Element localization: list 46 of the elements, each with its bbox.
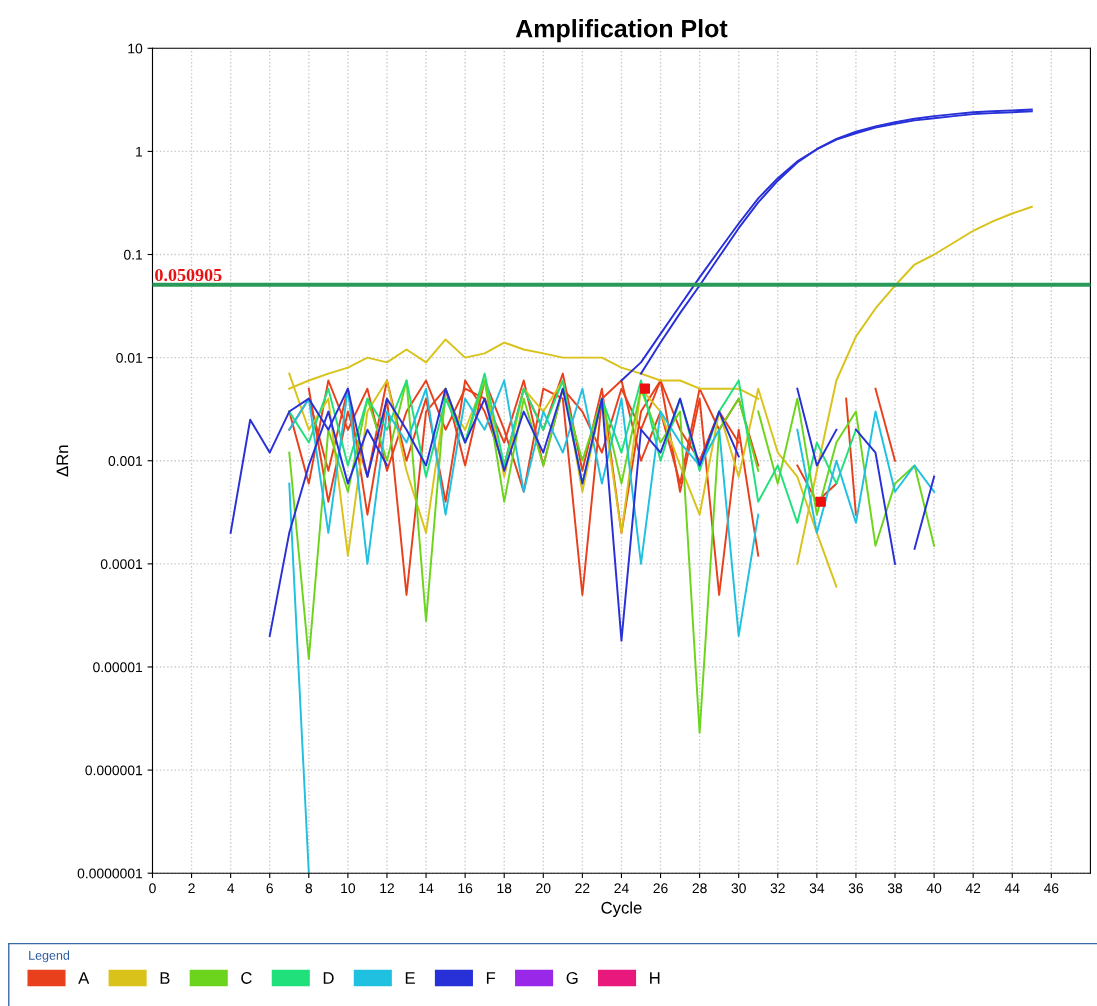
chart-title: Amplification Plot (515, 19, 728, 43)
x-tick-label: 4 (227, 883, 235, 893)
x-tick-label: 40 (926, 883, 942, 894)
legend-label: A (78, 972, 90, 984)
x-axis-title: Cycle (601, 901, 642, 917)
x-tick-label: 10 (341, 883, 356, 894)
x-tick-label: 30 (731, 883, 746, 894)
x-tick-label: 20 (536, 883, 551, 894)
x-tick-label: 14 (419, 883, 434, 893)
x-tick-label: 46 (1043, 883, 1059, 894)
legend-label: B (160, 972, 170, 984)
y-tick-label: 0.01 (116, 352, 143, 363)
x-tick-label: 26 (653, 883, 668, 894)
y-tick-label: 0.1 (124, 249, 143, 260)
x-tick-label: 8 (305, 883, 313, 894)
x-tick-label: 38 (887, 883, 903, 894)
y-tick-label: 0.001 (108, 456, 143, 466)
x-tick-label: 42 (965, 883, 981, 893)
x-tick-label: 12 (380, 883, 394, 893)
legend-label: C (241, 972, 252, 984)
x-tick-label: 34 (809, 883, 825, 894)
y-tick-label: 0.0000001 (77, 868, 143, 879)
x-tick-label: 44 (1004, 883, 1020, 893)
x-tick-label: 18 (497, 883, 512, 894)
y-tick-label: 10 (128, 43, 143, 54)
x-tick-label: 22 (575, 883, 590, 893)
x-tick-label: 2 (188, 883, 195, 893)
x-tick-label: 24 (614, 883, 629, 893)
x-tick-label: 0 (149, 883, 156, 894)
y-axis-title: ΔRn (56, 445, 69, 477)
legend-label: H (650, 972, 660, 984)
x-tick-label: 16 (458, 883, 473, 894)
legend-label: G (566, 972, 578, 984)
legend-label: E (405, 972, 415, 984)
legend-label: D (323, 972, 334, 984)
legend-title: Legend (29, 950, 70, 963)
y-tick-label: 0.0001 (100, 559, 143, 570)
y-tick-label: 1 (136, 146, 143, 157)
x-tick-label: 28 (692, 883, 707, 894)
ref-line-label: 0.050905 (155, 268, 222, 282)
legend-label: F (486, 972, 496, 984)
x-tick-label: 36 (848, 883, 864, 894)
x-tick-label: 32 (770, 883, 785, 894)
x-tick-label: 6 (266, 883, 273, 894)
y-tick-label: 0.000001 (85, 765, 143, 776)
y-tick-label: 0.00001 (93, 662, 143, 673)
